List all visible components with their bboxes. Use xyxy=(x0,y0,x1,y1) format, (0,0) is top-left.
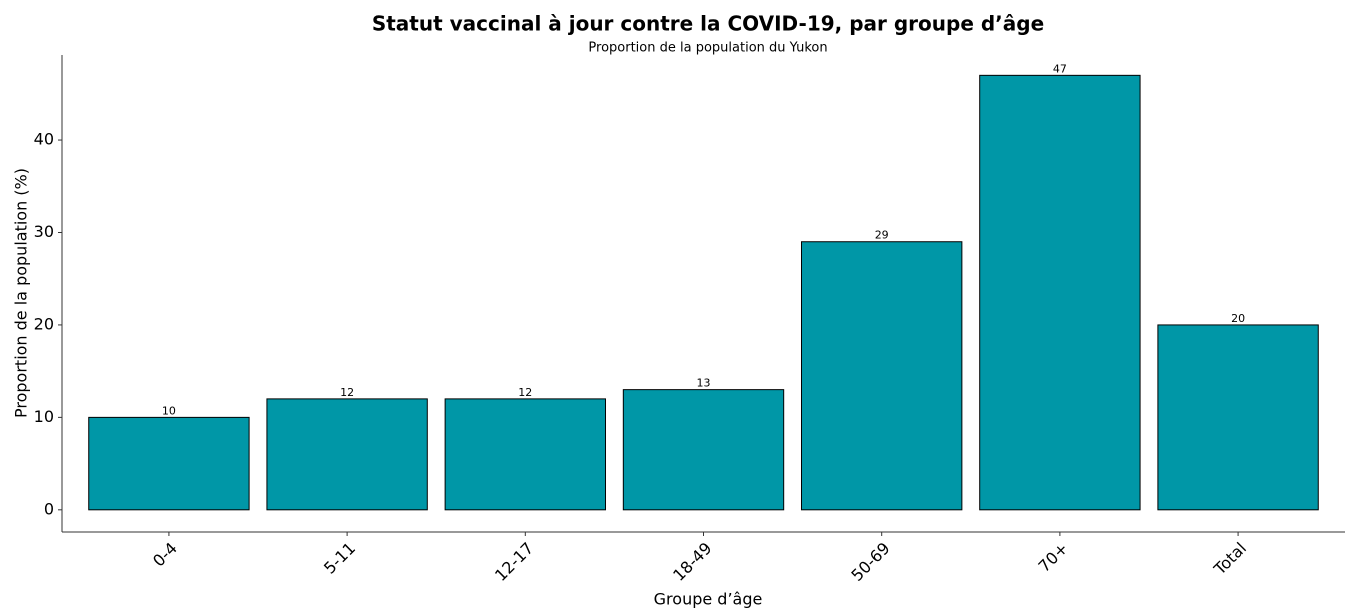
bar xyxy=(622,389,785,511)
value-label: 29 xyxy=(875,229,889,242)
x-tick-label: Total xyxy=(1210,539,1251,580)
bar xyxy=(266,398,428,511)
value-label: 12 xyxy=(340,386,354,399)
x-tick-label: 0-4 xyxy=(149,539,181,571)
value-label: 47 xyxy=(1053,62,1067,75)
y-tick-label: 10 xyxy=(34,407,54,426)
x-axis-label: Groupe d’âge xyxy=(654,590,763,609)
y-axis-label: Proportion de la population (%) xyxy=(12,168,31,418)
bar xyxy=(1157,324,1319,511)
chart-title: Statut vaccinal à jour contre la COVID-1… xyxy=(372,12,1044,36)
x-tick-label: 50-69 xyxy=(847,539,893,585)
x-tick-label: 70+ xyxy=(1035,539,1072,576)
value-label: 20 xyxy=(1231,312,1245,325)
x-tick-label: 18-49 xyxy=(669,539,715,585)
y-tick-label: 40 xyxy=(34,130,54,149)
value-label: 13 xyxy=(697,377,711,390)
bar xyxy=(444,398,606,511)
y-tick-label: 30 xyxy=(34,222,54,241)
bar xyxy=(801,241,963,511)
value-label: 10 xyxy=(162,404,176,417)
value-label: 12 xyxy=(518,386,532,399)
y-tick-label: 20 xyxy=(34,314,54,333)
y-tick-label: 0 xyxy=(44,499,54,518)
bar xyxy=(88,416,250,511)
x-tick-label: 5-11 xyxy=(320,539,359,578)
chart-subtitle: Proportion de la population du Yukon xyxy=(588,41,827,56)
bar xyxy=(979,74,1141,511)
x-tick-label: 12-17 xyxy=(491,539,537,585)
